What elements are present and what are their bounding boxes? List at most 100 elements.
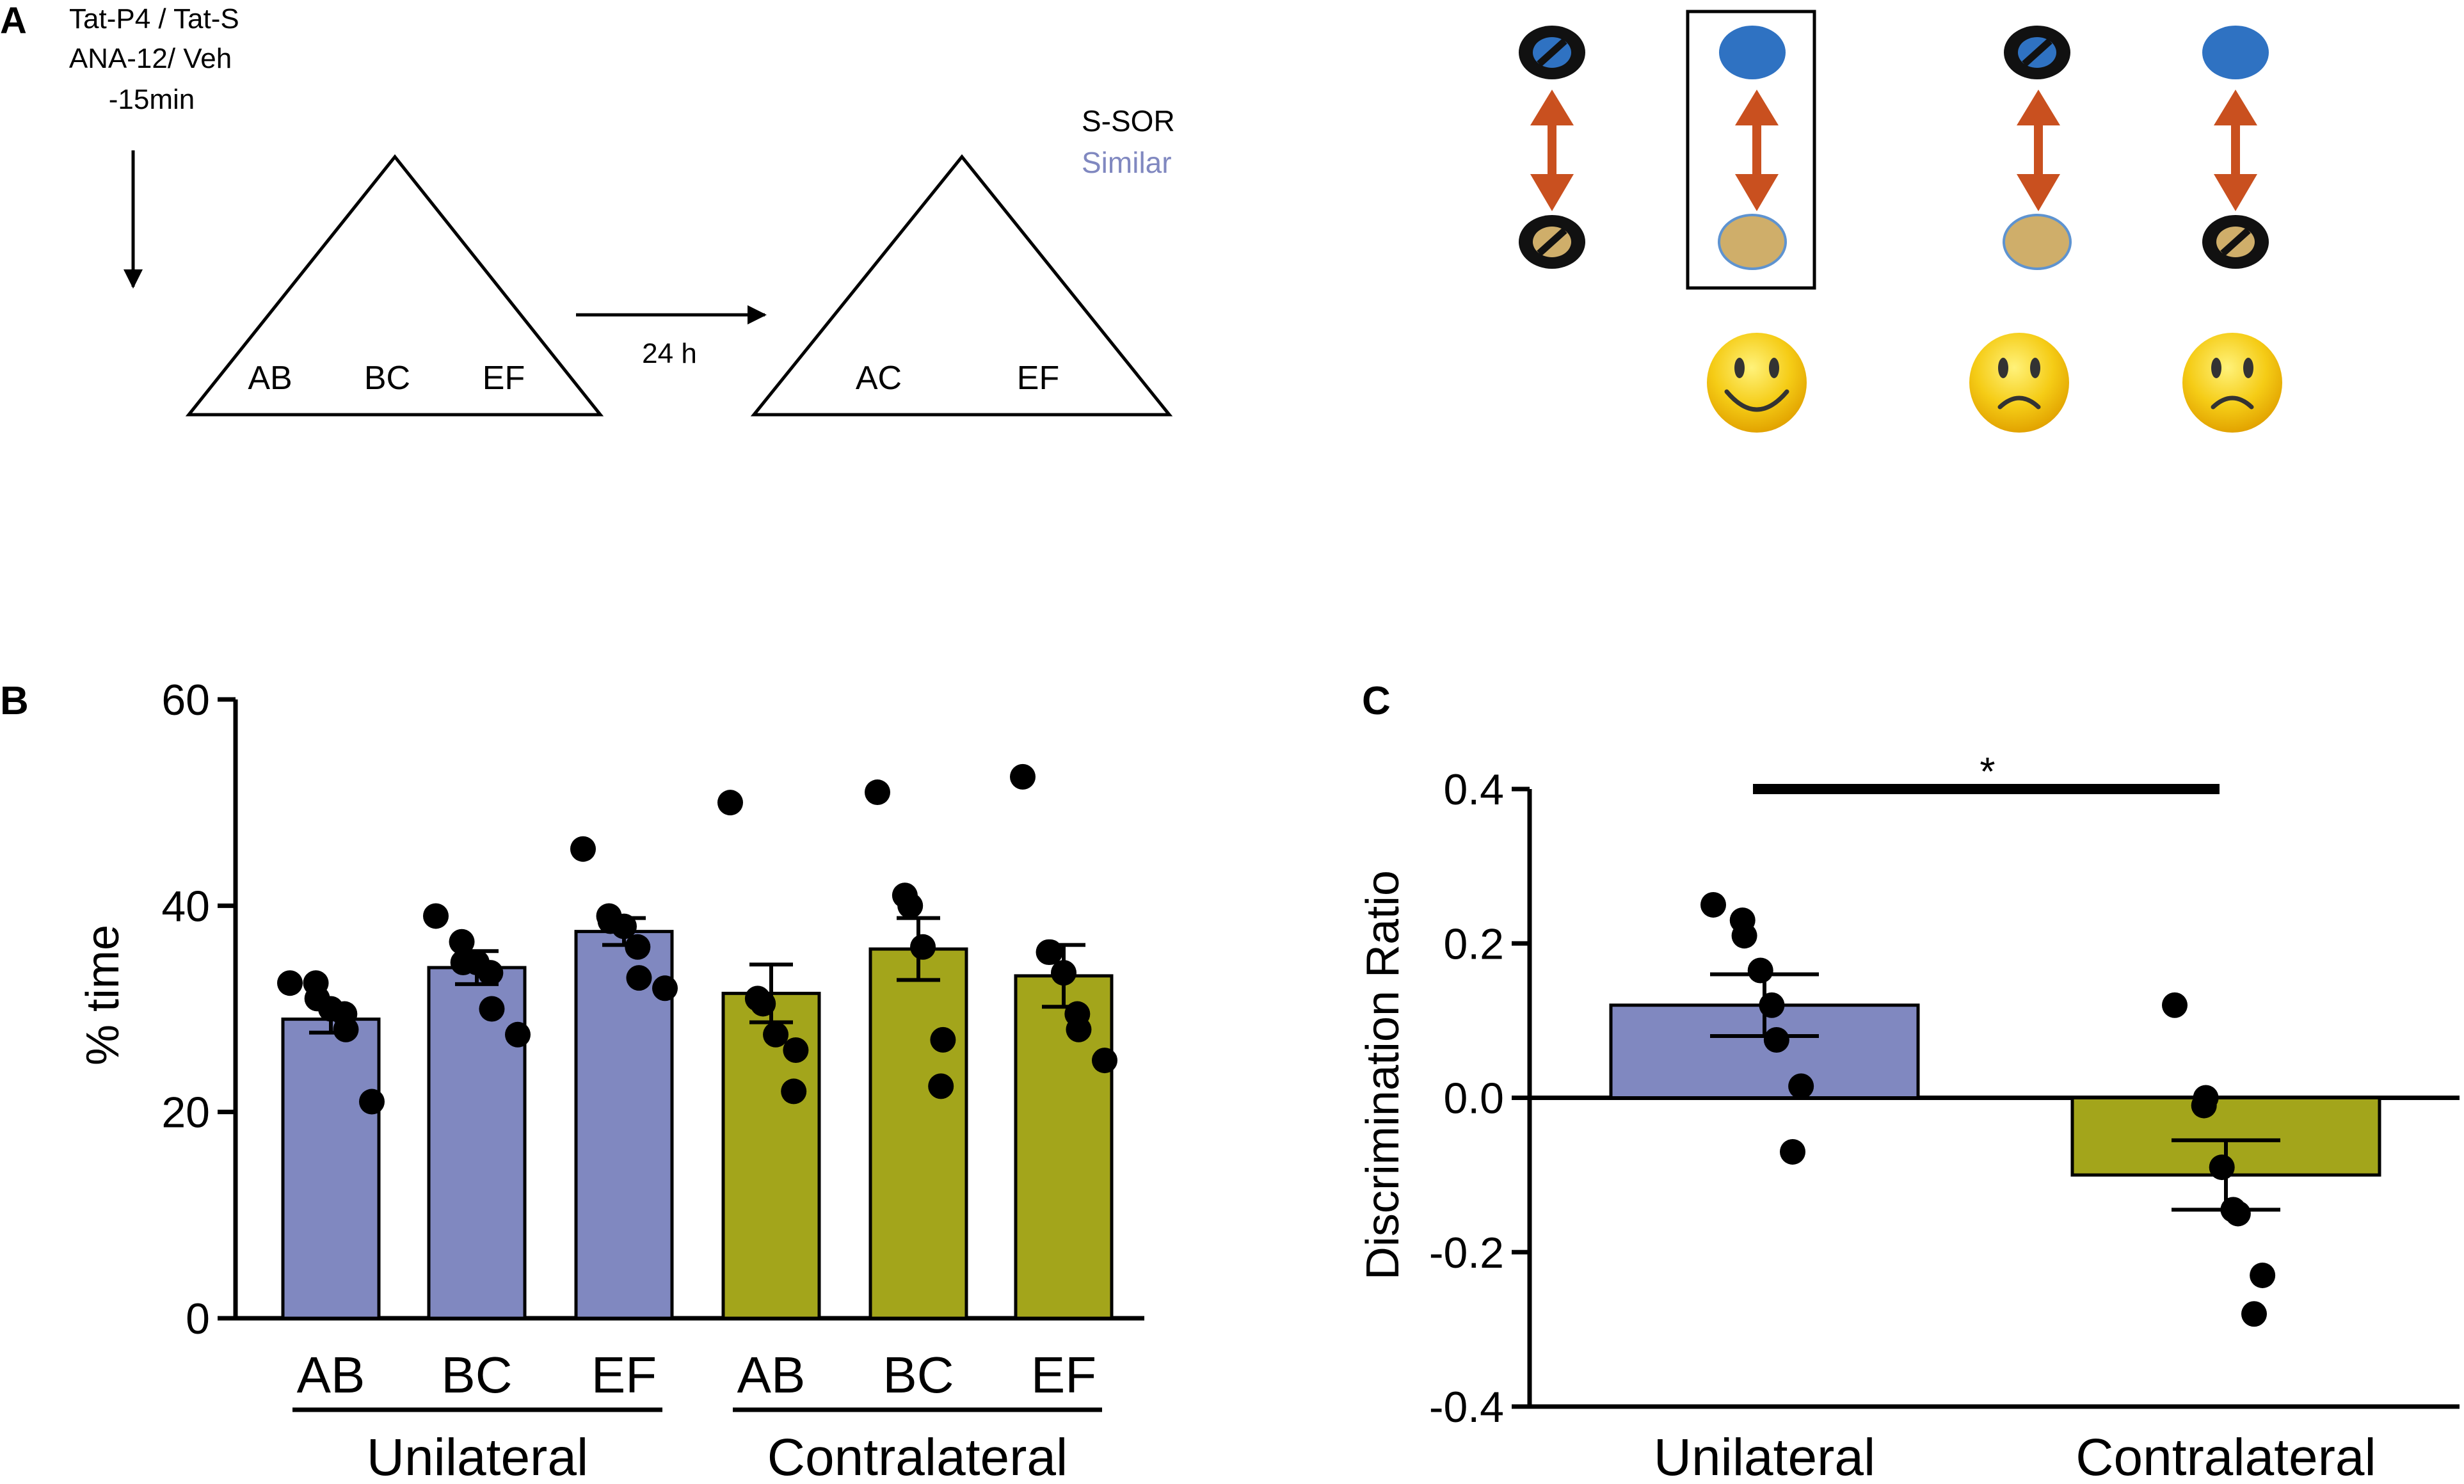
- chart-c-y-tick-label: -0.2: [1429, 1229, 1504, 1277]
- chart-b-data-point: [1051, 960, 1076, 986]
- chart-b-data-point: [897, 893, 924, 919]
- chart-b-x-tick-label: BC: [883, 1346, 954, 1403]
- panel-c-label: C: [1362, 679, 1391, 723]
- pair-4: [2202, 26, 2269, 269]
- chart-c-data-point: [2162, 992, 2188, 1018]
- chart-b-x-tick-label: EF: [591, 1346, 657, 1403]
- chart-b-y-tick-label: 20: [161, 1089, 210, 1137]
- chart-b-data-point: [1037, 939, 1063, 965]
- chart-c-ylabel: Discrimination Ratio: [1357, 870, 1409, 1280]
- object-pairs: [1519, 10, 2282, 433]
- chart-b-data-point: [652, 975, 678, 1001]
- double-arrow-icon: [1735, 90, 1779, 211]
- chart-c-data-point: [1788, 1073, 1814, 1099]
- injection-line-2: ANA-12/ Veh: [69, 43, 232, 74]
- sample-arena: [185, 154, 604, 417]
- double-arrow-icon: [2214, 90, 2257, 211]
- chart-b-x-tick-label: AB: [297, 1346, 365, 1403]
- chart-b-data-point: [423, 903, 449, 929]
- injection-line-1: Tat-P4 / Tat-S: [69, 3, 239, 35]
- chart-b-data-point: [910, 934, 936, 960]
- chart-c-y-tick-label: 0.4: [1443, 765, 1504, 814]
- chart-b-data-point: [1066, 1016, 1092, 1042]
- double-arrow-icon: [2017, 90, 2060, 211]
- chart-b-group-label: Unilateral: [367, 1428, 588, 1484]
- chart-b-y-tick-label: 60: [161, 676, 210, 724]
- chart-b-data-point: [750, 991, 776, 1017]
- chart-c-data-point: [1747, 957, 1773, 984]
- injection-line-3: -15min: [109, 84, 195, 115]
- chart-c-data-point: [2250, 1262, 2276, 1288]
- blue-object: [1719, 26, 1786, 79]
- chart-b-data-point: [928, 1073, 954, 1099]
- chart-c-y-tick-label: -0.4: [1429, 1383, 1504, 1432]
- chart-b-data-point: [333, 1016, 359, 1042]
- chart-b-bar: [1014, 974, 1114, 1320]
- sad-face-icon: [1969, 333, 2069, 433]
- chart-c-significance-star: *: [1980, 750, 1995, 794]
- sample-object-bc: BC: [364, 360, 410, 397]
- tan-object: [1718, 214, 1787, 270]
- chart-b-bar: [427, 966, 527, 1320]
- chart-c-data-point: [2241, 1301, 2267, 1327]
- chart-b-data-point: [479, 996, 505, 1022]
- chart-b-data-point: [570, 836, 596, 862]
- chart-c-data-point: [2209, 1154, 2235, 1181]
- panel-a: A Tat-P4 / Tat-S ANA-12/ Veh -15min AB B…: [0, 0, 2282, 433]
- chart-b-data-point: [783, 1037, 809, 1063]
- chart-b-data-point: [763, 1021, 789, 1048]
- blue-object: [2202, 26, 2269, 79]
- chart-c-data-point: [2225, 1201, 2251, 1227]
- chart-b-data-point: [865, 779, 890, 806]
- test-object-ef: EF: [1017, 360, 1059, 397]
- chart-b-y-tick-label: 40: [161, 882, 210, 930]
- test-object-ac: AC: [856, 360, 902, 397]
- chart-b-data-point: [1010, 763, 1036, 790]
- sample-object-ab: AB: [248, 360, 292, 397]
- tan-object: [2003, 214, 2072, 270]
- legend-task: S-SOR: [1082, 104, 1175, 138]
- pair-1: [1519, 26, 1585, 269]
- chart-b-data-point: [505, 1021, 531, 1048]
- chart-b-bar: [281, 1017, 381, 1320]
- chart-b-data-point: [359, 1089, 385, 1115]
- chart-c-y-tick-label: 0.0: [1443, 1074, 1504, 1123]
- chart-b-ylabel: % time: [77, 925, 129, 1065]
- test-arena: [750, 154, 1173, 417]
- chart-c-y-tick-label: 0.2: [1443, 920, 1504, 968]
- pair-3: [2003, 26, 2072, 270]
- chart-c-data-point: [1763, 1027, 1789, 1053]
- chart-b-data-point: [625, 934, 651, 960]
- legend-condition: Similar: [1082, 146, 1172, 179]
- pair-2: [1686, 10, 1816, 290]
- panel-a-label: A: [0, 0, 27, 42]
- chart-b-data-point: [781, 1078, 807, 1105]
- chart-c-data-point: [2191, 1092, 2217, 1119]
- chart-b-data-point: [717, 790, 743, 816]
- chart-b-x-tick-label: AB: [737, 1346, 806, 1403]
- chart-b-data-point: [449, 929, 475, 955]
- chart-c-x-tick-label: Unilateral: [1654, 1428, 1875, 1484]
- sad-face-icon: [2182, 333, 2282, 433]
- chart-b-bar: [868, 947, 968, 1320]
- chart-b-group-label: Contralateral: [767, 1428, 1068, 1484]
- chart-c-data-point: [1700, 891, 1726, 918]
- delay-label: 24 h: [642, 338, 697, 369]
- chart-c-data-point: [1729, 907, 1756, 934]
- chart-b-data-point: [930, 1026, 956, 1053]
- highlight-box: [1686, 10, 1816, 290]
- chart-b-data-point: [611, 913, 637, 939]
- chart-b-x-tick-label: EF: [1031, 1346, 1096, 1403]
- double-arrow-icon: [1530, 90, 1574, 211]
- chart-c-x-tick-label: Contralateral: [2076, 1428, 2376, 1484]
- chart-c-data-point: [1759, 992, 1785, 1018]
- chart-c-plot: -0.4 -0.2 0.0 0.2 0.4 Unilateral Contralateral…: [1429, 750, 2460, 1484]
- chart-b-data-point: [277, 970, 303, 996]
- chart-c-data-point: [1780, 1138, 1805, 1165]
- smiley-face-icon: [1707, 333, 1807, 433]
- panel-b-label: B: [0, 679, 29, 723]
- panel-c: C Discrimination Ratio -0.4 -0.2 0.0 0.2 0.4…: [1357, 679, 2460, 1484]
- double-arrows: [1530, 90, 2257, 211]
